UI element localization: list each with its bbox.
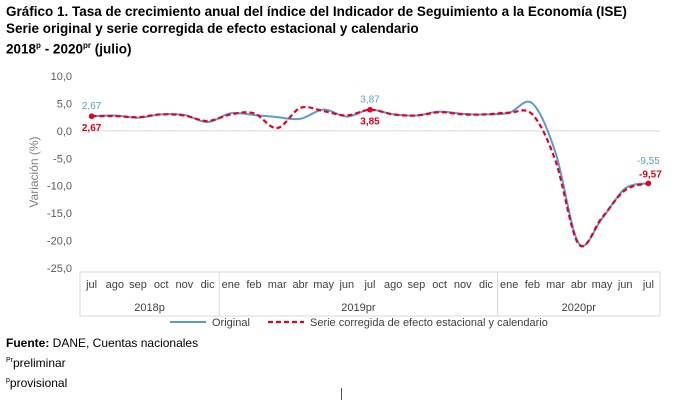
x-tick-label: may <box>313 279 334 291</box>
x-tick-label: oct <box>432 279 447 291</box>
x-tick-label: ene <box>222 279 240 291</box>
x-tick-label: oct <box>154 279 169 291</box>
x-tick-label: dic <box>201 279 216 291</box>
x-tick-label: ago <box>384 279 402 291</box>
legend-original-label: Original <box>212 317 250 329</box>
y-tick-label: 10,0 <box>51 71 72 83</box>
source-note: Fuente: DANE, Cuentas nacionales <box>6 336 199 350</box>
x-tick-label: jul <box>363 279 375 291</box>
x-tick-label: dic <box>479 279 494 291</box>
x-tick-label: may <box>592 279 613 291</box>
x-tick-label: mar <box>546 279 565 291</box>
y-tick-label: -10,0 <box>47 181 72 193</box>
text-cursor <box>341 388 342 400</box>
y-tick-label: -15,0 <box>47 208 72 220</box>
x-tick-label: sep <box>129 279 147 291</box>
legend-adjusted-label: Serie corregida de efecto estacional y c… <box>310 317 548 329</box>
x-tick-label: abr <box>571 279 587 291</box>
adjusted-marker <box>88 113 95 120</box>
y-tick-label: 0,0 <box>57 126 72 138</box>
x-tick-label: nov <box>454 279 472 291</box>
x-tick-label: nov <box>176 279 194 291</box>
x-tick-label: jul <box>85 279 97 291</box>
provisional-note: pprovisional <box>6 376 68 390</box>
year-group-label: 2018p <box>134 302 165 314</box>
x-tick-label: jun <box>617 279 633 291</box>
x-tick-label: abr <box>292 279 308 291</box>
chart-title: Gráfico 1. Tasa de crecimiento anual del… <box>6 4 627 19</box>
y-axis-label: Variación (%) <box>27 136 41 207</box>
data-label: 2,67 <box>82 101 102 112</box>
x-tick-label: feb <box>525 279 540 291</box>
y-tick-label: -25,0 <box>47 263 72 275</box>
data-label: -9,55 <box>637 156 660 167</box>
x-tick-label: mar <box>268 279 287 291</box>
chart-footer: Fuente: DANE, Cuentas nacionales Prpreli… <box>6 335 198 392</box>
data-label: 3,85 <box>360 117 380 128</box>
y-tick-label: 5,0 <box>57 98 72 110</box>
x-tick-label: ene <box>500 279 518 291</box>
y-tick-label: -20,0 <box>47 236 72 248</box>
x-tick-label: sep <box>408 279 426 291</box>
adjusted-marker <box>367 106 373 113</box>
preliminary-note: Prpreliminar <box>6 356 66 370</box>
series-adjusted-line <box>91 105 649 248</box>
x-tick-label: jul <box>642 279 654 291</box>
x-tick-label: jun <box>338 279 354 291</box>
y-tick-label: -5,0 <box>53 153 72 165</box>
chart-subtitle: Serie original y serie corregida de efec… <box>6 21 419 36</box>
data-label: 3,87 <box>360 95 380 106</box>
data-label: -9,57 <box>639 169 662 180</box>
year-group-label: 2019pr <box>341 302 376 314</box>
chart-period: 2018p - 2020pr (julio) <box>6 41 132 57</box>
adjusted-marker <box>645 180 652 187</box>
chart-title-block: Gráfico 1. Tasa de crecimiento anual del… <box>6 3 627 58</box>
data-label: 2,67 <box>82 123 102 134</box>
line-chart: Variación (%) 10,0 5,0 0,0 -5,0 -10,0 -15,0 -20… <box>27 71 662 329</box>
x-tick-label: feb <box>246 279 261 291</box>
x-tick-label: ago <box>106 279 124 291</box>
year-group-label: 2020pr <box>562 302 597 314</box>
